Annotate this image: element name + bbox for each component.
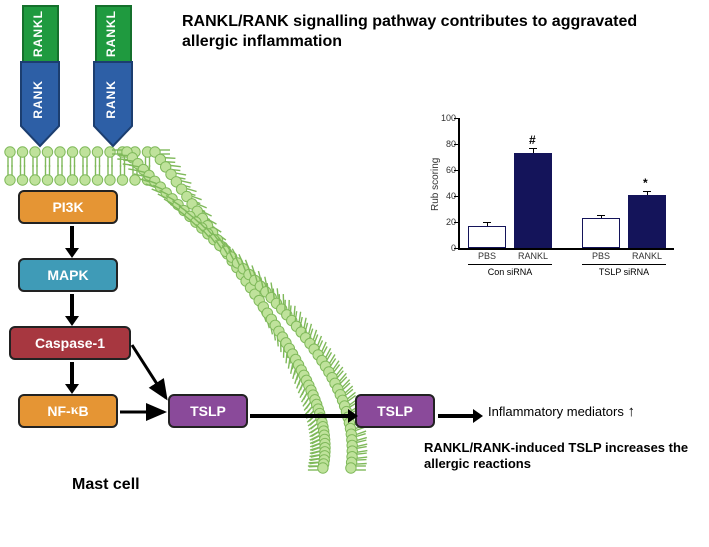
arrows-to-tslp xyxy=(0,0,400,470)
rub-scoring-chart: #*020406080100Rub scoringPBSRANKLCon siR… xyxy=(420,110,680,290)
arrow-tslp-secreted xyxy=(250,409,358,423)
mast-cell-label: Mast cell xyxy=(72,476,140,494)
mediators-label: Inflammatory mediators ↑ xyxy=(488,403,635,420)
arrow-tslp-mediators xyxy=(438,409,483,423)
caption-bottom: RANKL/RANK-induced TSLP increases the al… xyxy=(424,440,694,473)
